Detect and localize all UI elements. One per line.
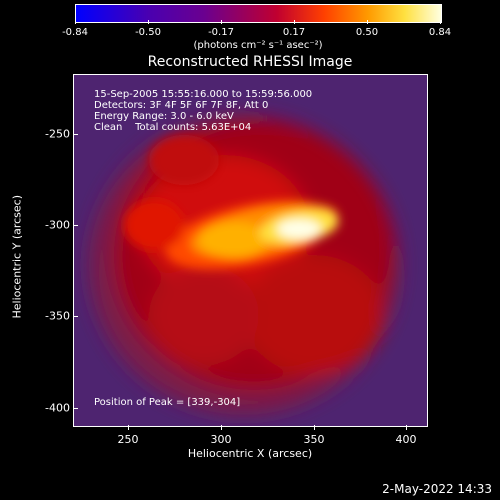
x-tick-label: 300 <box>210 433 232 446</box>
x-tick-label: 350 <box>303 433 325 446</box>
colorbar-tick-label: 0.17 <box>282 27 306 38</box>
x-tick <box>221 425 222 430</box>
y-tick <box>73 134 78 135</box>
emission-knot <box>149 135 219 185</box>
y-tick <box>73 316 78 317</box>
y-tick-label: -250 <box>45 127 70 141</box>
emission-knot <box>199 222 269 258</box>
colorbar-tick <box>75 20 76 24</box>
colorbar-tick <box>294 20 295 24</box>
solar-image-plot: 15-Sep-2005 15:55:16.000 to 15:59:56.000… <box>73 74 428 427</box>
colorbar-tick <box>440 20 441 24</box>
emission-knot <box>124 200 184 250</box>
emission-peak <box>277 219 321 239</box>
render-timestamp: 2-May-2022 14:33 <box>382 482 492 496</box>
y-tick-label: -400 <box>45 401 70 415</box>
observation-time: 15-Sep-2005 15:55:16.000 to 15:59:56.000 <box>94 89 313 100</box>
colorbar-tick-label: -0.17 <box>208 27 234 38</box>
colorbar-tick-label: -0.50 <box>135 27 161 38</box>
y-tick-label: -350 <box>45 309 70 323</box>
x-tick <box>128 425 129 430</box>
colorbar-tick-label: 0.50 <box>355 27 379 38</box>
emission-region <box>149 265 259 365</box>
colorbar-tick <box>221 20 222 24</box>
clean-counts-text: Clean Total counts: 5.63E+04 <box>94 122 252 133</box>
x-tick-label: 400 <box>395 433 417 446</box>
y-axis-label: Heliocentric Y (arcsec) <box>10 194 24 319</box>
colorbar-tick-label: -0.84 <box>62 27 88 38</box>
x-tick <box>314 425 315 430</box>
energy-range-text: Energy Range: 3.0 - 6.0 keV <box>94 111 234 122</box>
peak-position-text: Position of Peak = [339,-304] <box>94 397 241 408</box>
detectors-text: Detectors: 3F 4F 5F 6F 7F 8F, Att 0 <box>94 100 269 111</box>
emission-region <box>244 255 384 375</box>
y-tick <box>73 225 78 226</box>
emission-map <box>74 75 427 426</box>
colorbar <box>75 4 442 23</box>
y-tick <box>73 408 78 409</box>
x-tick-label: 250 <box>117 433 139 446</box>
colorbar-tick <box>367 20 368 24</box>
y-tick-label: -300 <box>45 218 70 232</box>
image-title: Reconstructed RHESSI Image <box>147 54 353 70</box>
colorbar-tick <box>148 20 149 24</box>
colorbar-units: (photons cm⁻² s⁻¹ asec⁻²) <box>193 40 323 51</box>
x-axis-label: Heliocentric X (arcsec) <box>187 447 313 460</box>
x-tick <box>406 425 407 430</box>
colorbar-tick-label: 0.84 <box>428 27 452 38</box>
